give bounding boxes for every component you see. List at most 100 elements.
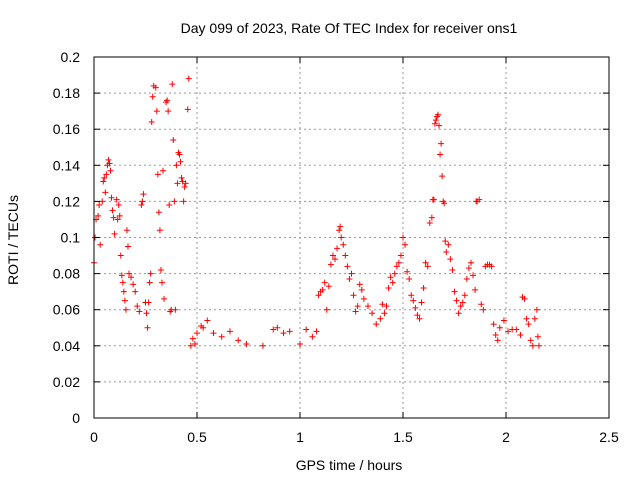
data-point [490,321,497,328]
data-point [443,248,450,255]
data-point [391,270,398,277]
x-tick-label: 2 [502,429,510,445]
data-point [101,174,108,181]
data-point [165,108,172,115]
data-point [441,200,448,207]
data-point [342,252,349,259]
data-point [496,324,503,331]
data-point [352,308,359,315]
data-point [100,178,107,185]
data-point [191,340,198,347]
data-point [358,286,365,293]
data-point [210,330,217,337]
data-point [364,303,371,310]
y-axis-label: ROTI / TECUs [5,195,21,285]
data-point [338,234,345,241]
data-point [134,303,141,310]
data-point [478,301,485,308]
gridlines [94,57,609,418]
data-point [174,180,181,187]
data-point [467,259,474,266]
y-tick-label: 0.04 [53,338,80,354]
data-point [274,324,281,331]
data-point [138,202,145,209]
data-point [309,333,316,340]
data-point [313,328,320,335]
data-point [470,272,477,279]
data-point [106,160,113,167]
data-point [157,266,164,273]
data-point [194,330,200,337]
data-point [356,281,363,288]
data-point [336,227,343,234]
data-point [422,259,429,266]
data-point [321,279,328,286]
chart-title: Day 099 of 2023, Rate Of TEC Index for r… [181,20,518,36]
data-points [91,75,542,349]
data-point [118,272,125,279]
data-point [369,310,376,317]
data-point [123,227,130,234]
data-point [180,198,187,205]
data-point [389,279,396,286]
data-point [176,151,183,158]
x-tick-label: 1 [296,429,304,445]
data-point [95,212,102,219]
data-point [400,234,406,241]
data-point [145,299,152,306]
data-point [99,198,106,205]
data-point [412,304,419,311]
data-point [152,84,159,91]
data-point [476,196,483,203]
data-point [200,324,207,331]
data-point [431,120,438,127]
data-point [354,303,361,310]
data-point [350,292,357,299]
data-point [488,263,495,270]
data-point [315,292,322,299]
data-point [517,331,524,338]
data-point [410,297,417,304]
data-point [140,191,147,198]
data-point [397,252,404,259]
data-point [108,194,115,201]
data-point [527,337,534,344]
data-point [461,292,468,299]
data-point [184,106,191,113]
data-point [170,137,177,144]
data-point [103,171,110,178]
data-point [451,288,458,295]
data-point [182,180,189,187]
data-point [187,342,194,349]
data-point [132,288,139,295]
data-point [166,202,173,209]
data-point [116,212,123,219]
data-point [445,241,452,248]
data-point [303,326,310,333]
data-point [179,178,186,185]
data-point [114,216,121,223]
data-point [177,158,184,165]
data-point [107,167,114,174]
data-point [449,266,456,273]
data-point [124,243,131,250]
data-point [494,337,501,344]
y-tick-label: 0.1 [61,230,81,246]
data-point [529,342,536,349]
data-point [360,295,367,302]
data-point [181,183,188,190]
data-point [430,196,437,203]
data-point [525,321,532,328]
data-point [329,252,336,259]
data-point [130,281,137,288]
data-point [319,286,326,293]
data-point [453,297,460,304]
data-point [334,245,341,252]
y-tick-label: 0.08 [53,266,80,282]
data-point [327,261,334,268]
data-point [457,303,464,310]
data-point [147,270,154,277]
y-tick-label: 0.18 [53,85,80,101]
